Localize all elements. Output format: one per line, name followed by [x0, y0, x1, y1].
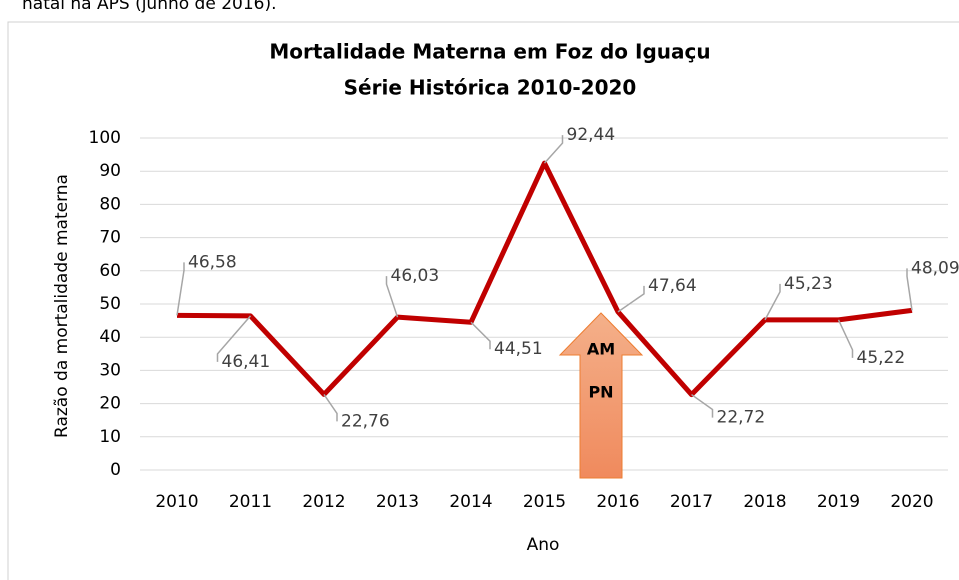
annotation: AM: [587, 340, 615, 359]
y-tick-label: 40: [99, 327, 121, 347]
x-tick-label: 2013: [376, 492, 419, 512]
data-label: 44,51: [494, 339, 543, 359]
leader-line: [216, 315, 252, 362]
leader-line: [764, 283, 781, 321]
leader-line: [470, 321, 491, 350]
y-tick-label: 50: [99, 294, 121, 314]
y-tick-label: 100: [89, 128, 121, 148]
y-tick-label: 90: [99, 161, 121, 181]
data-label: 92,44: [567, 125, 616, 145]
y-tick-label: 80: [99, 194, 121, 214]
data-label: 22,72: [717, 408, 766, 428]
x-tick-label: 2020: [890, 492, 933, 512]
x-tick-label: 2018: [743, 492, 786, 512]
y-axis-title: Razão da mortalidade materna: [52, 174, 72, 438]
y-tick-label: 10: [99, 427, 121, 447]
leader-line: [837, 319, 854, 358]
data-label: 48,09: [911, 258, 959, 278]
x-tick-label: 2012: [302, 492, 345, 512]
chart-subtitle: Série Histórica 2010-2020: [344, 76, 637, 100]
arrow: [558, 312, 644, 479]
x-tick-label: 2017: [670, 492, 713, 512]
y-tick-label: 0: [110, 460, 121, 480]
annotation: PN: [588, 383, 613, 402]
data-label: 45,23: [784, 274, 833, 294]
y-tick-label: 70: [99, 228, 121, 248]
x-tick-label: 2015: [523, 492, 566, 512]
chart-title: Mortalidade Materna em Foz do Iguaçu: [269, 40, 710, 64]
x-tick-label: 2016: [596, 492, 639, 512]
y-tick-label: 60: [99, 261, 121, 281]
data-label: 46,03: [391, 266, 440, 286]
y-tick-label: 30: [99, 360, 121, 380]
y-tick-label: 20: [99, 394, 121, 414]
leader-line: [543, 135, 564, 164]
x-tick-label: 2019: [817, 492, 860, 512]
leader-line: [176, 262, 185, 316]
x-tick-label: 2010: [155, 492, 198, 512]
leader-line: [617, 285, 645, 313]
data-label: 22,76: [341, 411, 390, 431]
data-label: 45,22: [857, 348, 906, 368]
data-label: 46,58: [188, 252, 237, 272]
data-label: 47,64: [648, 276, 697, 296]
leader-line: [323, 394, 338, 422]
x-tick-label: 2011: [229, 492, 272, 512]
leader-line: [906, 268, 913, 311]
leader-line: [385, 276, 399, 318]
leader-line: [691, 393, 714, 418]
caption: natal na APS (junho de 2016).: [22, 0, 277, 14]
x-tick-label: 2014: [449, 492, 492, 512]
x-axis-title: Ano: [527, 535, 560, 555]
data-label: 46,41: [222, 352, 271, 372]
